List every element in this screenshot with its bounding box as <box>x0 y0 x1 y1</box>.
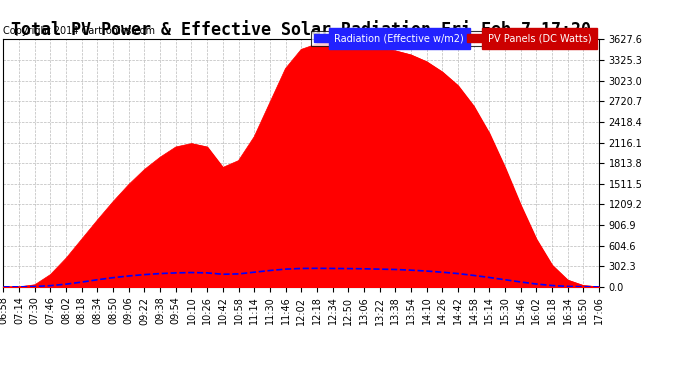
Title: Total PV Power & Effective Solar Radiation Fri Feb 7 17:20: Total PV Power & Effective Solar Radiati… <box>11 21 591 39</box>
Text: Copyright 2014 Cartronics.com: Copyright 2014 Cartronics.com <box>3 26 155 36</box>
Legend: Radiation (Effective w/m2), PV Panels (DC Watts): Radiation (Effective w/m2), PV Panels (D… <box>311 31 594 46</box>
